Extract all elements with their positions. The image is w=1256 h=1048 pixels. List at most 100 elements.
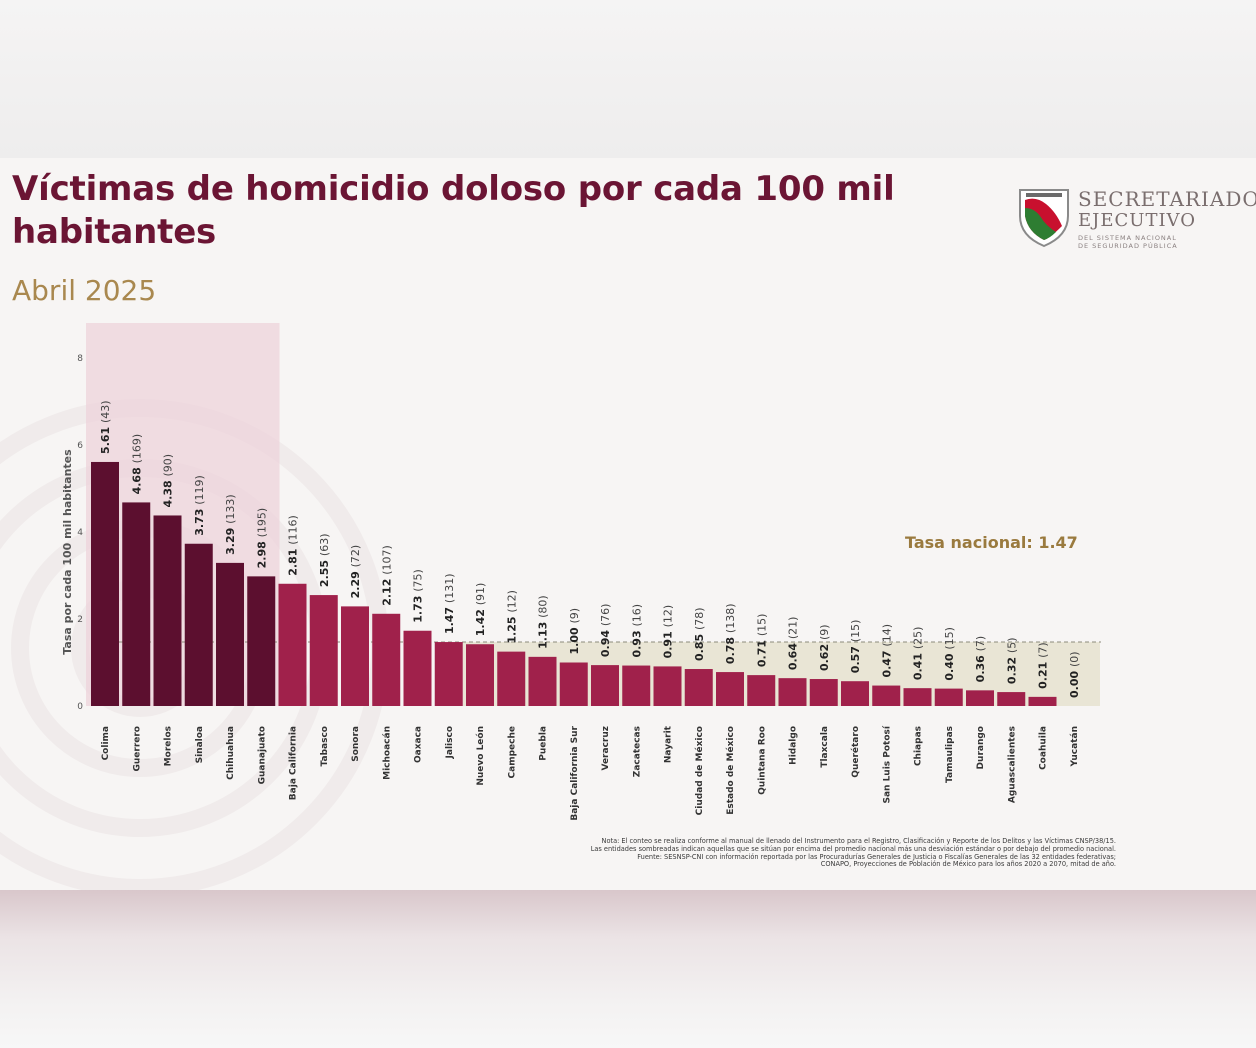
bar <box>216 562 244 706</box>
bar-value-label: 0.40 (15) <box>943 627 956 681</box>
bar <box>809 679 838 706</box>
bar <box>278 583 307 706</box>
bar <box>997 692 1026 706</box>
x-category-label: Hidalgo <box>789 726 799 765</box>
x-category-label: Guanajuato <box>257 726 267 784</box>
note-line: CONAPO, Proyecciones de Población de Méx… <box>820 860 1116 869</box>
bar <box>497 651 526 706</box>
bar-value-label: 0.21 (7) <box>1037 642 1050 689</box>
logo-text-line3: DEL SISTEMA NACIONAL DE SEGURIDAD PÚBLIC… <box>1078 234 1178 250</box>
bar-value-label: 0.00 (0) <box>1068 651 1081 698</box>
bar <box>341 606 369 706</box>
bar-value-label: 0.94 (76) <box>599 604 612 658</box>
bar-value-label: 1.25 (12) <box>505 590 518 644</box>
x-category-label: Durango <box>976 726 986 769</box>
bar-value-label: 0.36 (7) <box>974 636 987 683</box>
bar <box>309 595 338 706</box>
x-category-label: San Luis Potosí <box>882 725 892 803</box>
chart-title: Víctimas de homicidio doloso por cada 10… <box>12 169 895 252</box>
y-tick-label: 2 <box>77 615 83 625</box>
bar-value-label: 2.29 (72) <box>349 545 362 599</box>
bar-value-label: 4.38 (90) <box>162 454 175 508</box>
x-category-label: Tamaulipas <box>945 726 955 783</box>
bar-value-label: 0.62 (9) <box>818 624 831 671</box>
bar-value-label: 0.47 (14) <box>880 624 893 678</box>
x-category-label: Coahuila <box>1039 726 1049 770</box>
slide: Víctimas de homicidio doloso por cada 10… <box>0 158 1256 890</box>
bar-value-label: 4.68 (169) <box>130 434 143 495</box>
x-category-label: Guerrero <box>132 726 142 772</box>
bar-value-label: 0.71 (15) <box>755 614 768 668</box>
shield-emblem-icon <box>1019 189 1069 248</box>
bar-value-label: 1.00 (9) <box>568 608 581 655</box>
bar <box>903 688 932 706</box>
x-category-label: Chiapas <box>914 726 924 766</box>
x-category-label: Nayarit <box>664 725 674 763</box>
bar-value-label: 0.57 (15) <box>849 620 862 674</box>
bar <box>684 669 713 706</box>
x-category-label: Colima <box>101 726 111 760</box>
bar <box>528 656 557 706</box>
bar-value-label: 0.64 (21) <box>787 617 800 671</box>
bar <box>403 630 432 706</box>
chart-subtitle: Abril 2025 <box>12 274 157 307</box>
bar-chart: Tasa nacional: 1.47 0 2 4 6 8 Tasa por cada 10… <box>61 323 1101 821</box>
x-category-label: Querétaro <box>850 726 861 778</box>
y-axis-label: Tasa por cada 100 mil habitantes <box>61 449 74 655</box>
bar <box>434 642 463 706</box>
x-category-label: Estado de México <box>725 726 736 815</box>
x-category-label: Zacatecas <box>632 726 642 777</box>
y-tick-label: 6 <box>77 441 83 451</box>
background-bottom-band <box>0 890 1256 1048</box>
bar-value-label: 0.78 (138) <box>724 603 737 664</box>
bar <box>559 662 588 706</box>
x-category-label: Puebla <box>539 726 549 761</box>
note-line: Nota: El conteo se realiza conforme al m… <box>601 837 1116 845</box>
national-rate-label: Tasa nacional: 1.47 <box>905 533 1078 552</box>
bar-value-label: 2.55 (63) <box>318 533 331 587</box>
x-category-label: Baja California <box>289 726 299 800</box>
bar <box>91 461 119 706</box>
x-category-label: Yucatán <box>1070 726 1080 767</box>
x-category-label: Baja California Sur <box>570 725 580 820</box>
bar <box>466 644 494 706</box>
x-category-label: Nuevo León <box>475 726 486 786</box>
bar <box>716 672 744 706</box>
bar <box>372 613 401 706</box>
bar-value-label: 1.42 (91) <box>474 583 487 637</box>
bar-value-label: 1.73 (75) <box>412 569 425 623</box>
x-category-label: Tlaxcala <box>820 726 830 768</box>
x-category-label: Morelos <box>164 726 174 766</box>
note-line: Fuente: SESNSP-CNI con información repor… <box>637 852 1116 861</box>
x-category-label: Sonora <box>351 726 361 762</box>
bar <box>872 685 901 706</box>
x-category-label: Michoacán <box>382 726 392 780</box>
y-tick-label: 8 <box>77 354 83 364</box>
x-category-label: Oaxaca <box>414 726 424 763</box>
bar-value-label: 1.13 (80) <box>537 595 550 649</box>
bar-value-label: 0.85 (78) <box>693 607 706 661</box>
bar <box>841 681 869 706</box>
sesnsp-logo: SECRETARIADO EJECUTIVO DEL SISTEMA NACIO… <box>1014 186 1256 256</box>
bar-value-label: 2.12 (107) <box>380 545 393 606</box>
bar <box>622 665 651 706</box>
bar <box>934 688 963 706</box>
background-top-band <box>0 0 1256 158</box>
x-category-label: Aguascalientes <box>1007 726 1017 803</box>
y-tick-label: 0 <box>77 702 83 712</box>
bar <box>122 502 151 706</box>
bar-value-label: 0.91 (12) <box>662 605 675 659</box>
x-category-label: Jalisco <box>445 726 455 759</box>
bar <box>591 665 619 706</box>
bar-value-label: 0.41 (25) <box>912 627 925 681</box>
bar <box>778 678 807 706</box>
bar-value-label: 3.29 (133) <box>224 494 237 555</box>
x-category-label: Chihuahua <box>226 726 236 780</box>
bar-value-label: 1.47 (131) <box>443 573 456 634</box>
chart-notes: Nota: El conteo se realiza conforme al m… <box>396 837 1116 869</box>
bar-value-label: 3.73 (119) <box>193 475 206 536</box>
x-category-label: Veracruz <box>601 726 611 771</box>
bar <box>747 675 776 706</box>
note-line: Las entidades sombreadas indican aquella… <box>590 844 1116 853</box>
bar <box>247 576 276 706</box>
